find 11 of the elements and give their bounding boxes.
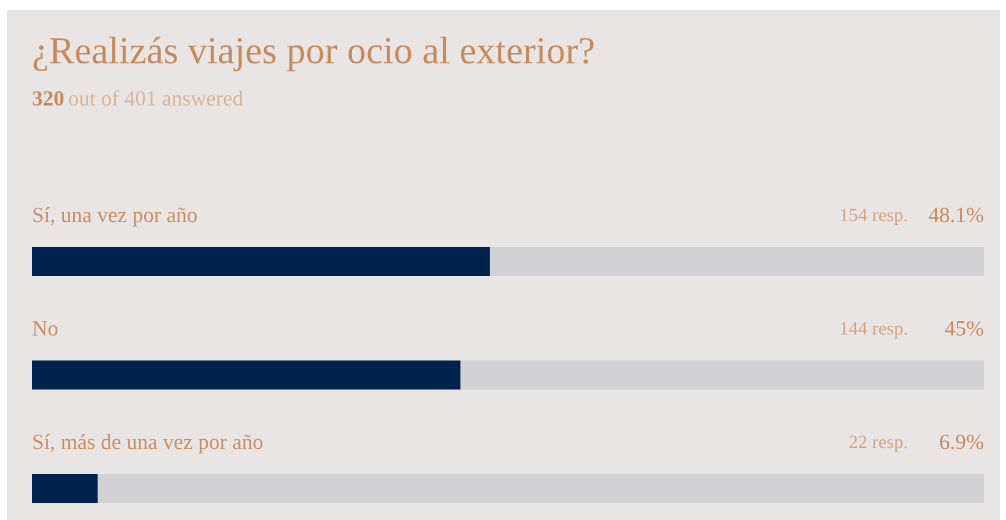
- annotation: 154 resp.: [840, 208, 907, 225]
- chart-title: ¿Realizás viajes por ocio al exterior?: [33, 36, 594, 72]
- y-tick-label: No: [32, 321, 58, 336]
- y-tick-label: Sí, más de una vez por año: [33, 434, 263, 454]
- annotation: 144 resp.: [840, 322, 907, 339]
- y-tick-label: Sí, una vez por año: [33, 207, 197, 227]
- annotation: 22 resp.: [849, 435, 907, 452]
- chart-subtitle: 320 out of 401 answered: [32, 90, 244, 106]
- data-label: 6.9%: [940, 434, 984, 450]
- data-label: 48.1%: [928, 207, 984, 223]
- data-label: 45%: [944, 321, 984, 336]
